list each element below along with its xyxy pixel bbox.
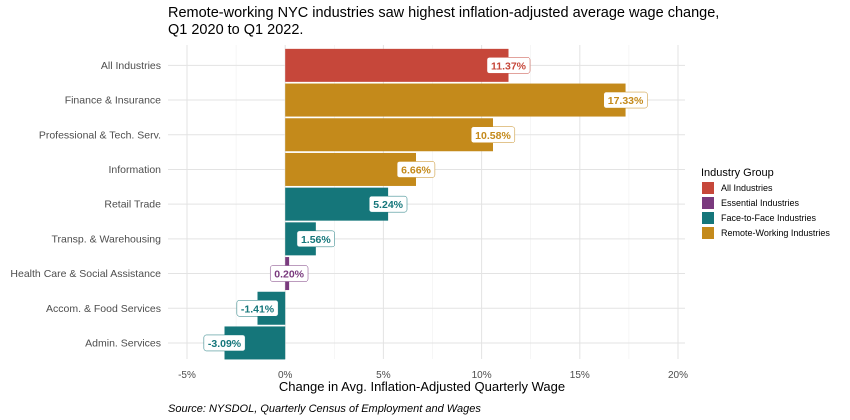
data-labels-layer: 11.37% 17.33% 10.58% 6.66% 5.24% 1.56% 0.20% -1… [203, 57, 648, 352]
category-labels-layer: All Industries Finance & Insurance Profess… [10, 60, 161, 350]
bar [285, 118, 493, 152]
legend: Industry Group All Industries Essential I… [701, 167, 830, 239]
legend-label: All Industries [721, 183, 773, 193]
data-label: -3.09% [203, 334, 246, 352]
legend-swatch [702, 227, 714, 239]
category-label: Professional & Tech. Serv. [39, 129, 161, 141]
bar [285, 83, 626, 117]
legend-label: Essential Industries [721, 198, 800, 208]
x-tick-label: 20% [668, 370, 688, 381]
data-label: 1.56% [296, 230, 335, 248]
data-label-box [368, 195, 408, 213]
data-label-box [603, 91, 648, 109]
category-label: Transp. & Warehousing [51, 233, 161, 245]
category-label: All Industries [101, 60, 161, 72]
data-label-text: -1.41% [241, 303, 275, 315]
data-label: 6.66% [396, 161, 436, 178]
data-label-text: 1.56% [301, 234, 331, 246]
data-label-box [296, 230, 335, 248]
data-label: 0.20% [269, 265, 309, 282]
data-label-text: 10.58% [475, 130, 511, 142]
legend-swatch [702, 197, 714, 209]
data-label: 5.24% [368, 195, 408, 213]
data-label-text: -3.09% [208, 338, 242, 350]
category-label: Health Care & Social Assistance [10, 268, 161, 280]
category-label: Finance & Insurance [65, 95, 161, 107]
x-tick-label: 15% [570, 370, 590, 381]
data-label-text: 17.33% [608, 95, 644, 107]
x-axis-label: Change in Avg. Inflation-Adjusted Quarte… [279, 379, 565, 394]
category-label: Admin. Services [85, 337, 161, 349]
category-label: Retail Trade [104, 199, 161, 211]
category-label: Information [108, 164, 161, 176]
x-tick-label: 0% [278, 370, 293, 381]
data-label-box [486, 57, 531, 74]
legend-label: Remote-Working Industries [721, 228, 830, 238]
bar [285, 48, 509, 82]
data-label: 11.37% [486, 57, 531, 74]
data-label: 10.58% [470, 126, 516, 143]
x-tick-labels-layer: -5% 0% 5% 10% 15% 20% [178, 370, 688, 381]
data-label: -1.41% [236, 300, 279, 317]
data-label-text: 11.37% [491, 60, 527, 72]
data-label-box [269, 265, 309, 282]
x-tick-label: 5% [376, 370, 391, 381]
data-label: 17.33% [603, 91, 648, 109]
source-caption: Source: NYSDOL, Quarterly Census of Empl… [168, 403, 481, 415]
x-tick-label: -5% [178, 370, 196, 381]
data-label-text: 0.20% [274, 269, 304, 281]
data-label-box [203, 334, 246, 352]
data-label-box [470, 126, 516, 143]
chart-title: Remote-working NYC industries saw highes… [168, 5, 720, 38]
data-label-box [236, 300, 279, 317]
x-tick-label: 10% [472, 370, 492, 381]
data-label-box [396, 161, 436, 178]
category-label: Accom. & Food Services [46, 303, 161, 315]
data-label-text: 6.66% [401, 164, 431, 176]
legend-label: Face-to-Face Industries [721, 213, 817, 223]
legend-swatch [702, 212, 714, 224]
bar [285, 152, 417, 186]
legend-swatch [702, 182, 714, 194]
data-label-text: 5.24% [373, 199, 403, 211]
legend-title: Industry Group [701, 167, 774, 179]
